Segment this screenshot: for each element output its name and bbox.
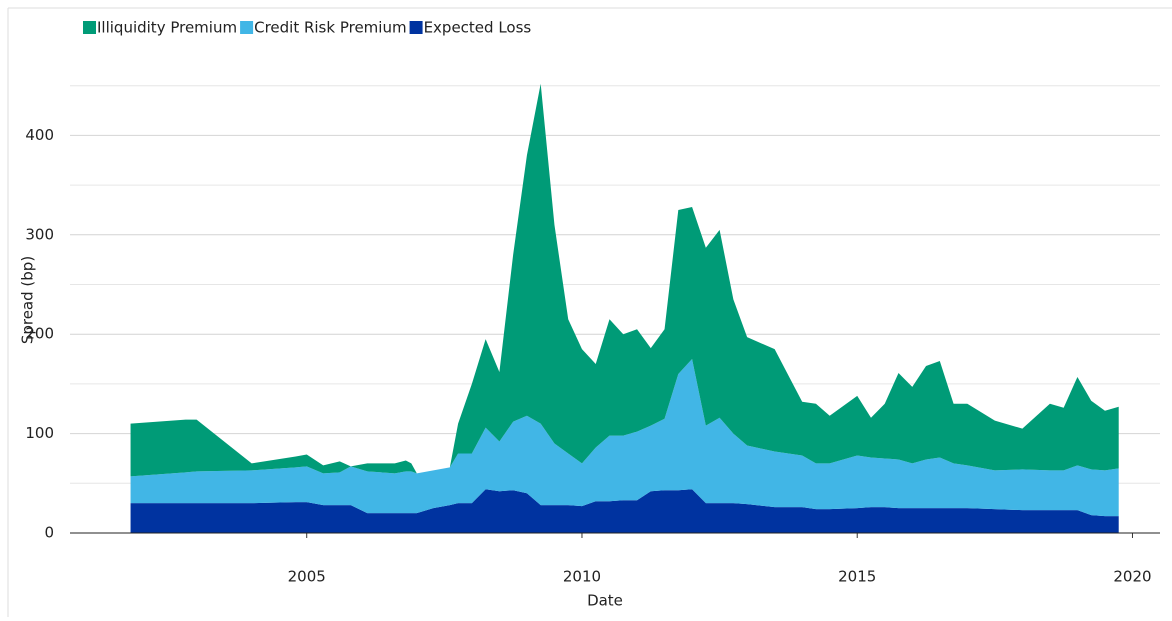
x-tick-label: 2010 <box>563 568 601 586</box>
x-tick-label: 2020 <box>1113 568 1151 586</box>
x-tick-label: 2005 <box>288 568 326 586</box>
y-tick-label: 400 <box>25 126 54 144</box>
legend-label: Illiquidity Premium <box>97 19 237 37</box>
legend-swatch <box>409 21 423 34</box>
legend-swatch <box>83 21 96 34</box>
x-axis-title: Date <box>587 592 623 610</box>
y-tick-label: 100 <box>25 424 54 442</box>
x-tick-label: 2015 <box>838 568 876 586</box>
area <box>130 489 1119 533</box>
legend-swatch <box>240 21 254 34</box>
y-axis-title: Spread (bp) <box>19 256 37 344</box>
y-tick-label: 0 <box>44 524 54 542</box>
area <box>130 359 1119 517</box>
y-tick-label: 200 <box>25 325 54 343</box>
y-tick-label: 300 <box>25 225 54 243</box>
legend-label: Credit Risk Premium <box>254 19 406 37</box>
area <box>130 83 1119 477</box>
legend-label: Expected Loss <box>424 19 532 37</box>
